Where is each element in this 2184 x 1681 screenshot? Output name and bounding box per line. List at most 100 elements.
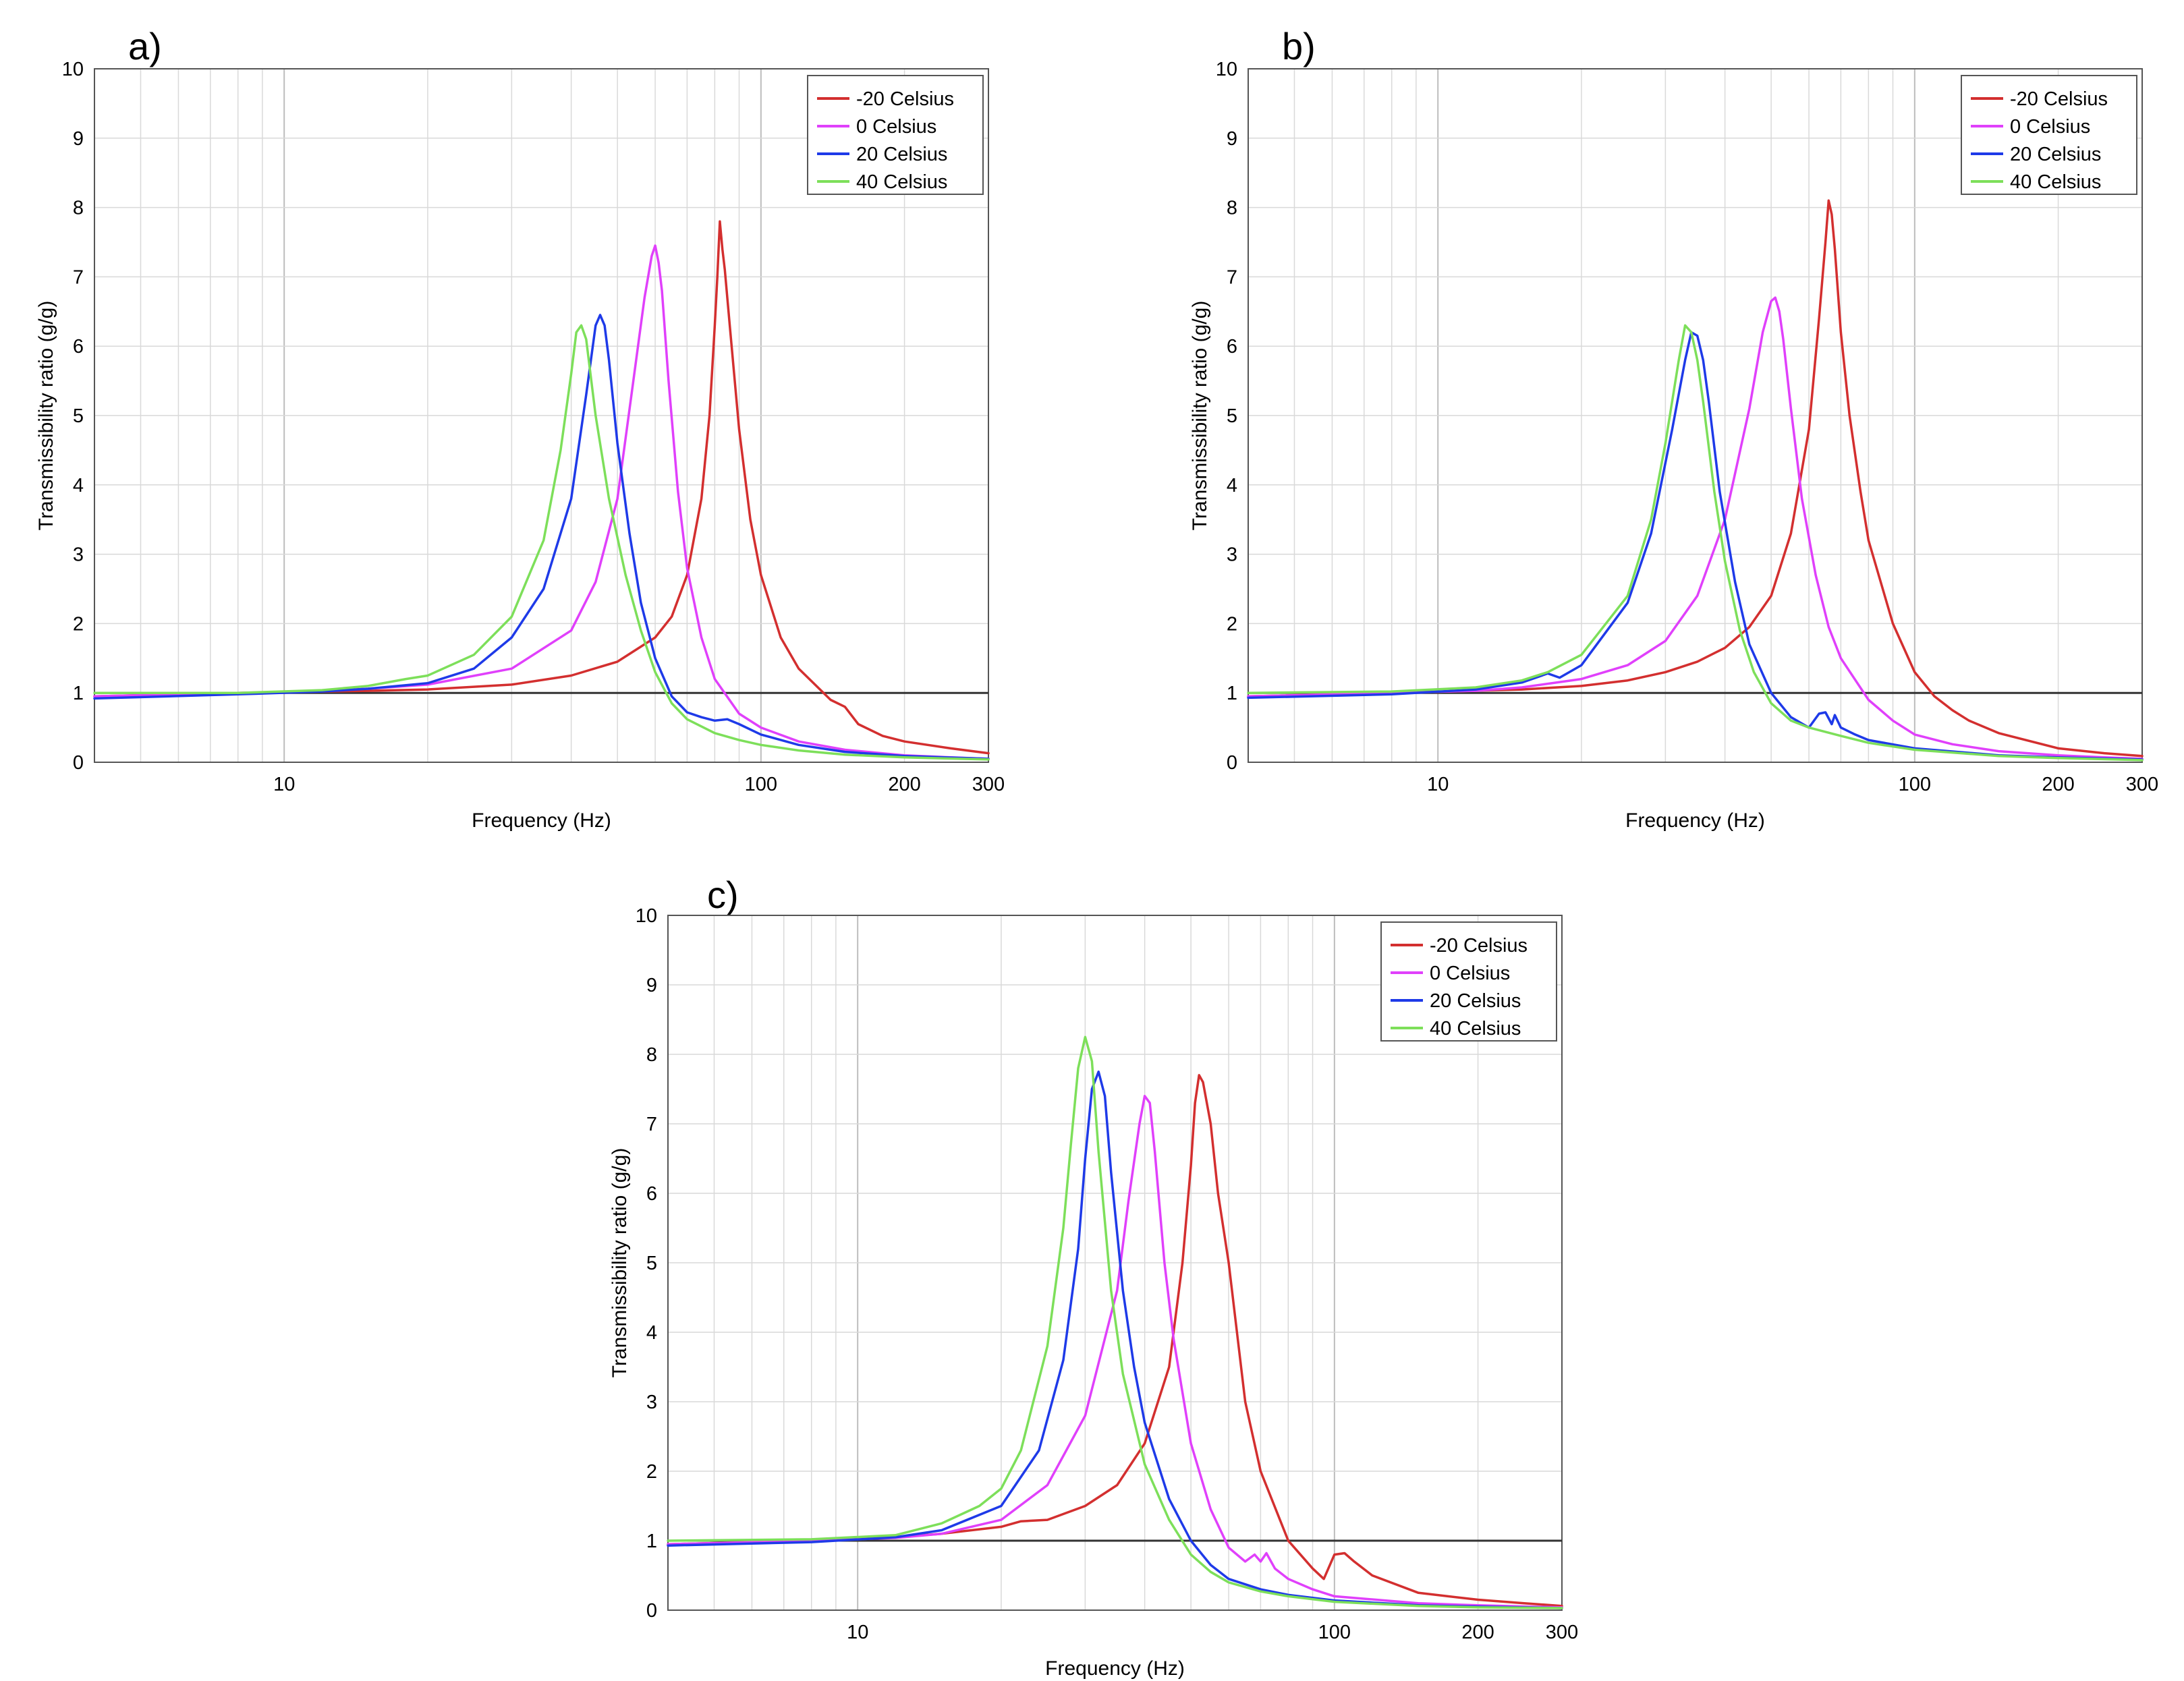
chart-svg-c: c) 0 1 2 3 4 5 6 7 8 9 10 10 100 200 300 Frequency (Hz) T… [609,874,1578,1680]
plot-frame [1248,68,2143,763]
x-axis: 10 100 200 300 [1427,774,2158,795]
y-tick-label: 2 [73,613,84,635]
series-line-4 [1247,324,2144,762]
legend-entry: 40 Celsius [856,171,947,193]
legend-entry: 0 Celsius [2010,116,2090,138]
series-line-3 [1247,331,2144,761]
y-axis: 0 1 2 3 4 5 6 7 8 9 10 [62,59,84,774]
panel-label: a) [128,25,162,67]
chart-panel-c: c) 0 1 2 3 4 5 6 7 8 9 10 10 100 200 300 Frequency (Hz) T… [573,849,1604,1681]
x-tick-label: 10 [847,1622,868,1643]
y-axis: 0 1 2 3 4 5 6 7 8 9 10 [636,905,657,1622]
y-tick-label: 1 [73,683,84,704]
series-line-1 [667,1074,1563,1607]
panel-label: b) [1282,25,1316,67]
chart-panel-b: b) 0 1 2 3 4 5 6 7 8 9 10 10 100 200 300 Frequency (Hz) T… [1154,0,2184,840]
series-line-2 [93,244,990,760]
x-tick-label: 300 [1546,1622,1578,1643]
series-line-2 [1247,296,2144,760]
y-axis-label: Transmissibility ratio (g/g) [609,1148,631,1378]
y-tick-label: 2 [646,1461,657,1483]
legend: -20 Celsius 0 Celsius 20 Celsius 40 Celsius [1961,75,2137,195]
y-tick-label: 9 [1227,128,1237,150]
x-tick-label: 10 [1427,774,1449,795]
chart-panel-a: a) 0 1 2 3 4 5 6 7 8 9 10 10 100 200 300 Frequency (Hz) T… [0,0,1005,840]
y-tick-label: 3 [646,1392,657,1413]
legend-box [1961,75,2137,195]
y-tick-label: 3 [1227,544,1237,566]
y-tick-label: 5 [1227,405,1237,427]
y-tick-label: 8 [1227,198,1237,219]
legend-entry: 20 Celsius [1430,990,1521,1012]
y-tick-label: 5 [646,1253,657,1274]
legend-entry: 20 Celsius [856,144,947,165]
legend-box [1380,921,1557,1042]
y-tick-label: 0 [73,752,84,774]
y-tick-label: 4 [73,475,84,496]
y-tick-label: 8 [646,1044,657,1066]
y-tick-label: 0 [1227,752,1237,774]
series-line-2 [667,1095,1563,1609]
x-tick-label: 10 [273,774,295,795]
x-axis-label: Frequency (Hz) [1045,1657,1185,1680]
y-tick-label: 5 [73,405,84,427]
series-line-1 [93,220,990,755]
y-tick-label: 2 [1227,613,1237,635]
x-axis-label: Frequency (Hz) [472,809,611,832]
y-tick-label: 4 [646,1322,657,1344]
chart-svg-b: b) 0 1 2 3 4 5 6 7 8 9 10 10 100 200 300 Frequency (Hz) T… [1189,25,2158,832]
series-line-4 [667,1035,1563,1609]
y-tick-label: 6 [1227,336,1237,358]
plot-frame [94,68,989,763]
series-lines [667,1035,1563,1609]
x-tick-label: 100 [745,774,777,795]
legend-entry: 40 Celsius [1430,1018,1521,1039]
x-tick-label: 100 [1899,774,1931,795]
y-tick-label: 1 [646,1531,657,1552]
x-tick-label: 200 [2042,774,2074,795]
series-line-4 [93,324,990,761]
legend-entry: 20 Celsius [2010,144,2101,165]
y-axis-label: Transmissibility ratio (g/g) [35,301,57,531]
x-tick-label: 300 [2126,774,2158,795]
y-tick-label: 7 [73,266,84,288]
y-tick-label: 4 [1227,475,1237,496]
x-tick-label: 200 [1461,1622,1494,1643]
y-tick-label: 6 [646,1183,657,1205]
legend-entry: -20 Celsius [1430,935,1528,957]
series-line-3 [667,1071,1563,1609]
legend-entry: 0 Celsius [856,116,936,138]
y-tick-label: 8 [73,198,84,219]
x-tick-label: 200 [888,774,920,795]
y-tick-label: 9 [73,128,84,150]
series-lines [93,220,990,761]
chart-svg-a: a) 0 1 2 3 4 5 6 7 8 9 10 10 100 200 300 Frequency (Hz) T… [35,25,1005,832]
plot-frame [667,915,1563,1611]
x-tick-label: 300 [972,774,1005,795]
legend-entry: 40 Celsius [2010,171,2101,193]
y-tick-label: 0 [646,1600,657,1622]
x-axis-label: Frequency (Hz) [1625,809,1765,832]
y-tick-label: 6 [73,336,84,358]
legend: -20 Celsius 0 Celsius 20 Celsius 40 Celsius [807,75,984,195]
legend: -20 Celsius 0 Celsius 20 Celsius 40 Celsius [1380,921,1557,1042]
y-tick-label: 1 [1227,683,1237,704]
x-axis: 10 100 200 300 [847,1622,1578,1643]
series-line-1 [1247,199,2144,758]
y-tick-label: 10 [62,59,84,80]
panel-label: c) [707,874,739,916]
y-tick-label: 10 [636,905,657,927]
x-axis: 10 100 200 300 [273,774,1005,795]
series-line-3 [93,314,990,760]
legend-entry: 0 Celsius [1430,963,1510,984]
y-axis: 0 1 2 3 4 5 6 7 8 9 10 [1216,59,1237,774]
y-tick-label: 3 [73,544,84,566]
y-tick-label: 10 [1216,59,1237,80]
y-tick-label: 7 [646,1114,657,1135]
legend-box [807,75,984,195]
series-lines [1247,199,2144,762]
y-axis-label: Transmissibility ratio (g/g) [1189,301,1211,531]
legend-entry: -20 Celsius [856,88,954,110]
legend-entry: -20 Celsius [2010,88,2108,110]
y-tick-label: 9 [646,975,657,996]
